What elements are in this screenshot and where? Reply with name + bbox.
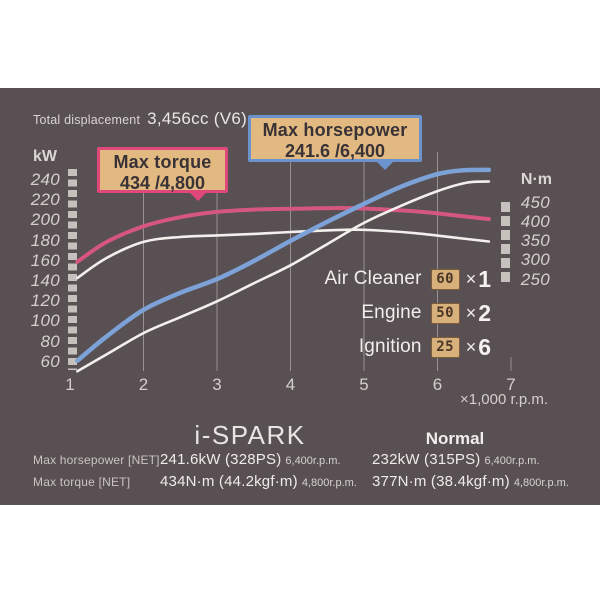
spec-value-main: 377N·m (38.4kgf·m)	[372, 472, 510, 490]
multiplier-factor: 6	[478, 333, 491, 360]
x-axis-tick-label: 3	[212, 375, 222, 394]
table-column-header-normal: Normal	[425, 429, 485, 448]
spec-value-main: 232kW (315PS)	[372, 451, 481, 468]
multiplier-count-box: 60	[430, 268, 460, 290]
max-torque-callout-value: 434 /4,800	[119, 173, 206, 193]
spec-value-rpm: 4,800r.p.m.	[301, 476, 357, 489]
spec-value-main: 434N·m (44.2kgf·m)	[160, 472, 298, 490]
spec-value-normal: 377N·m (38.4kgf·m) 4,800r.p.m.	[372, 473, 569, 490]
spec-value-rpm: 6,400r.p.m.	[484, 455, 540, 467]
left-axis-unit-label: kW	[33, 148, 57, 165]
spec-row-label: Max torque [NET]	[33, 474, 131, 489]
multiplier-count-box: 50	[430, 302, 460, 324]
x-axis-tick-label: 2	[138, 375, 149, 394]
multiplier-factor: 2	[478, 299, 491, 326]
x-axis-tick-label: 7	[506, 375, 516, 394]
multiplier-label: Engine	[361, 302, 422, 323]
max-horsepower-pointer-icon	[375, 160, 395, 170]
right-axis-tick-label: 350	[520, 231, 550, 250]
max-horsepower-callout-value: 241.6 /6,400	[284, 141, 386, 161]
table-column-header-ispark: i-SPARK	[194, 420, 306, 450]
spec-value-rpm: 6,400r.p.m.	[285, 455, 341, 467]
left-axis-tick-label: 160	[30, 250, 60, 270]
x-axis-unit-label: ×1,000 r.p.m.	[460, 391, 548, 408]
spec-row-label: Max horsepower [NET]	[33, 453, 160, 467]
x-axis-tick-label: 4	[285, 375, 296, 394]
max-horsepower-callout: Max horsepower 241.6 /6,400	[248, 115, 422, 162]
total-displacement-value: 3,456cc (V6)	[147, 109, 248, 128]
left-axis-tick-label: 80	[40, 331, 60, 351]
spec-value-rpm: 4,800r.p.m.	[513, 476, 569, 489]
multiplier-row: Engine 50 × 2	[299, 300, 491, 326]
right-axis-tick-label: 250	[520, 269, 550, 289]
left-axis-tick-label: 120	[30, 291, 60, 311]
right-axis-tick-labels: 450 400 350 300 250	[516, 0, 550, 600]
x-axis-tick-label: 5	[359, 375, 369, 394]
multiplier-factor: 1	[478, 265, 491, 292]
multiplier-label: Air Cleaner	[324, 268, 422, 289]
left-axis-tick-label: 60	[40, 351, 60, 371]
spec-value-ispark: 241.6kW (328PS) 6,400r.p.m.	[160, 451, 340, 468]
right-axis-tick-label: 400	[520, 211, 550, 231]
spec-value-normal: 232kW (315PS) 6,400r.p.m.	[372, 451, 540, 468]
left-axis-tick-label: 240	[30, 170, 60, 189]
total-displacement-label: Total displacement	[33, 113, 141, 127]
multiply-icon: ×	[465, 302, 477, 323]
spec-value-main: 241.6kW (328PS)	[160, 451, 282, 468]
max-torque-callout: Max torque 434 /4,800	[97, 147, 228, 193]
max-torque-pointer-icon	[189, 192, 207, 201]
right-axis-tick-label: 300	[520, 250, 550, 270]
multiplier-count-box: 25	[430, 336, 460, 358]
x-axis-tick-label: 1	[65, 375, 75, 394]
max-torque-callout-title: Max torque	[113, 152, 212, 172]
left-axis-tick-label: 180	[30, 230, 60, 250]
x-axis-tick-label: 6	[432, 375, 443, 394]
left-axis-tick-label: 140	[30, 271, 60, 290]
spec-value-ispark: 434N·m (44.2kgf·m) 4,800r.p.m.	[160, 473, 357, 490]
multiplier-label: Ignition	[358, 336, 422, 357]
multiply-icon: ×	[465, 336, 477, 357]
left-axis-tick-label: 100	[30, 311, 60, 331]
multiply-icon: ×	[465, 268, 477, 289]
right-axis-unit-label: N·m	[520, 171, 552, 188]
multiplier-row: Air Cleaner 60 × 1	[299, 266, 491, 292]
total-displacement-line: Total displacement 3,456cc (V6)	[33, 109, 247, 129]
max-horsepower-callout-title: Max horsepower	[262, 120, 408, 140]
left-axis-tick-label: 220	[30, 190, 60, 210]
right-axis-tick-label: 450	[520, 192, 550, 212]
left-axis-tick-labels: 240 220 200 180 160 140 120 100 80 60	[14, 0, 60, 600]
left-axis-tick-label: 200	[30, 210, 60, 230]
multiplier-row: Ignition 25 × 6	[299, 334, 491, 360]
